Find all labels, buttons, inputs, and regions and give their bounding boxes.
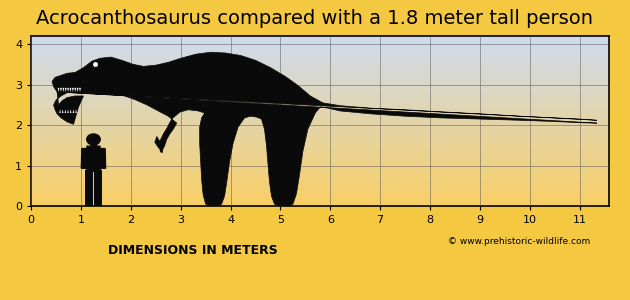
Polygon shape [100,148,106,168]
Polygon shape [69,88,71,92]
Bar [91,141,96,146]
Polygon shape [62,109,64,113]
Polygon shape [70,109,71,113]
Text: Acrocanthosaurus compared with a 1.8 meter tall person: Acrocanthosaurus compared with a 1.8 met… [37,9,593,28]
Polygon shape [52,52,597,206]
Polygon shape [58,88,59,92]
Polygon shape [67,88,69,92]
Polygon shape [65,88,67,92]
Polygon shape [74,88,76,92]
FancyBboxPatch shape [87,146,100,171]
FancyBboxPatch shape [86,170,92,206]
FancyBboxPatch shape [94,170,101,206]
Polygon shape [72,109,74,113]
Circle shape [87,134,100,145]
Polygon shape [72,88,74,92]
Polygon shape [59,109,61,113]
Text: © www.prehistoric-wildlife.com: © www.prehistoric-wildlife.com [447,237,590,246]
Polygon shape [67,109,69,113]
Polygon shape [65,109,66,113]
Polygon shape [79,88,81,92]
Polygon shape [75,109,77,113]
Polygon shape [60,88,62,92]
Polygon shape [81,148,87,168]
X-axis label: DIMENSIONS IN METERS: DIMENSIONS IN METERS [108,244,278,256]
Polygon shape [62,88,64,92]
Polygon shape [77,88,79,92]
